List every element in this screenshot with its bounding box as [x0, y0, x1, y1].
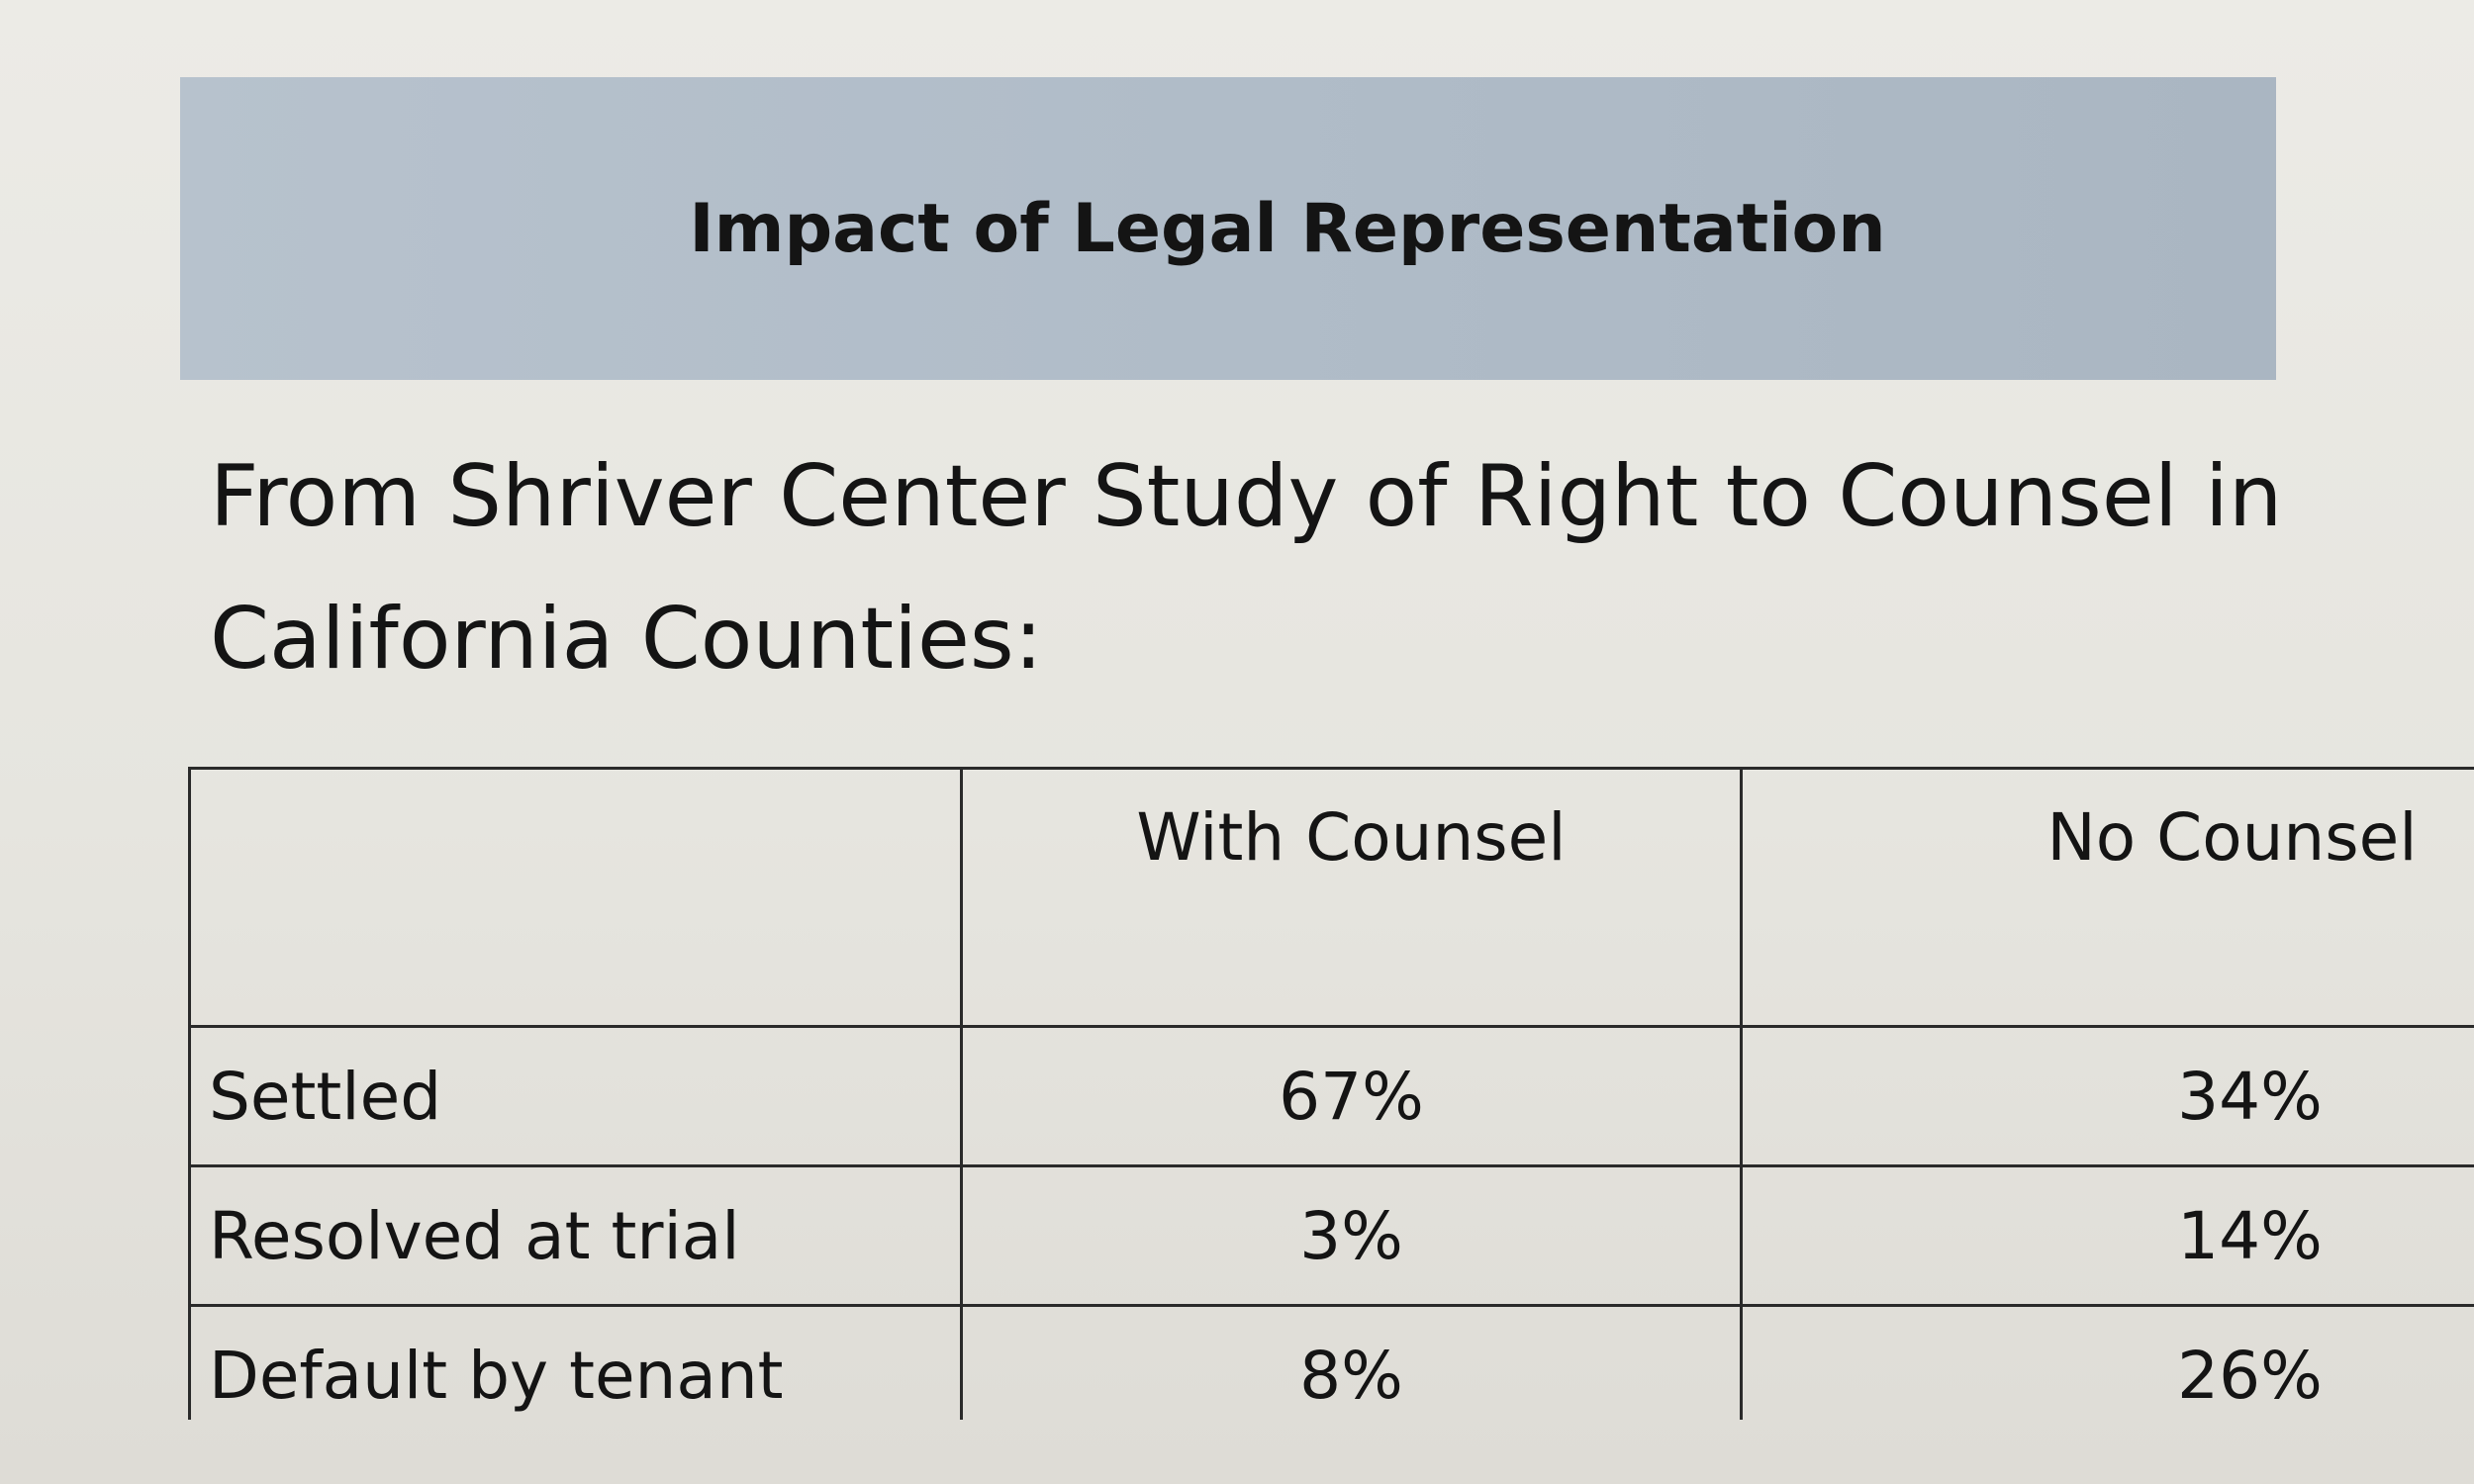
header-cell-no-counsel: No Counsel — [1740, 767, 2474, 1028]
row-label: Settled — [188, 1025, 963, 1167]
with-counsel-value: 67% — [960, 1025, 1743, 1167]
no-counsel-value: 34% — [2177, 1058, 2323, 1135]
table-header-row: With Counsel No Counsel — [188, 767, 2474, 1028]
table-row: Settled 67% 34% — [188, 1025, 2474, 1167]
results-table: With Counsel No Counsel Settled 67% 34% … — [188, 767, 2474, 1420]
no-counsel-cell: 34% — [1740, 1025, 2474, 1167]
with-counsel-value: 8% — [960, 1304, 1743, 1420]
results-table-container: With Counsel No Counsel Settled 67% 34% … — [188, 767, 2474, 1420]
header-cell-with-counsel: With Counsel — [960, 767, 1743, 1028]
row-label: Resolved at trial — [188, 1164, 963, 1307]
no-counsel-cell: 26% — [1740, 1304, 2474, 1420]
no-counsel-header-label: No Counsel — [2046, 799, 2418, 876]
header-cell-empty — [188, 767, 963, 1028]
with-counsel-value: 3% — [960, 1164, 1743, 1307]
table-row: Default by tenant 8% 26% — [188, 1304, 2474, 1420]
no-counsel-cell: 14% — [1740, 1164, 2474, 1307]
intro-text: From Shriver Center Study of Right to Co… — [210, 447, 2283, 689]
row-label: Default by tenant — [188, 1304, 963, 1420]
page-title: Impact of Legal Representation — [689, 189, 1886, 268]
title-banner: Impact of Legal Representation — [180, 77, 2276, 380]
no-counsel-value: 14% — [2177, 1197, 2323, 1274]
table-row: Resolved at trial 3% 14% — [188, 1164, 2474, 1307]
no-counsel-value: 26% — [2177, 1337, 2323, 1414]
